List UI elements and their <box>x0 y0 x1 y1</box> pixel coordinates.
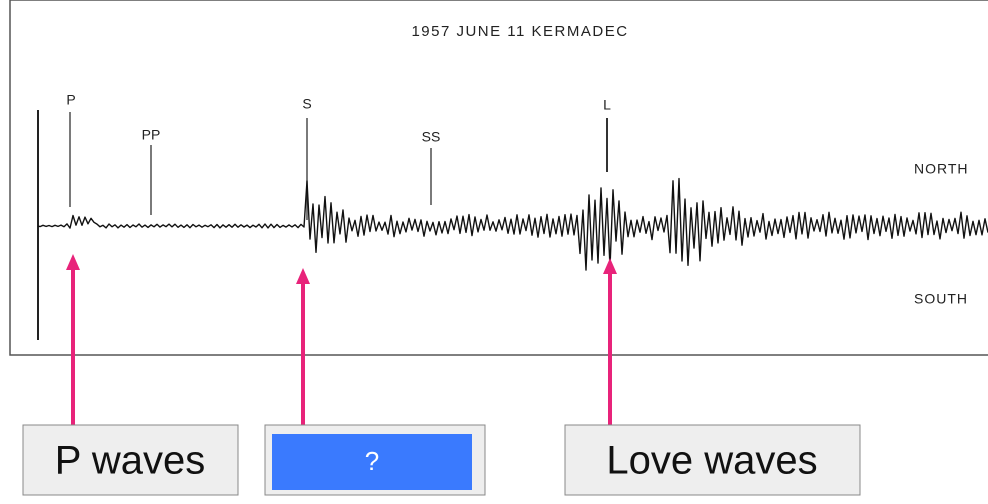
phase-label: P <box>66 92 75 108</box>
phase-label: PP <box>142 127 161 143</box>
seismogram-title: 1957 JUNE 11 KERMADEC <box>411 23 628 40</box>
diagram: 1957 JUNE 11 KERMADEC P PP S SS L NORTH … <box>0 0 988 499</box>
phase-label: SS <box>422 129 441 145</box>
page: 1957 JUNE 11 KERMADEC P PP S SS L NORTH … <box>0 0 988 499</box>
seismogram-frame <box>10 0 988 355</box>
callout-label: Love waves <box>606 439 817 483</box>
callout-label: P waves <box>55 439 205 483</box>
direction-label: SOUTH <box>914 291 968 307</box>
callout-label: ? <box>365 446 379 476</box>
phase-label: S <box>302 96 311 112</box>
direction-label: NORTH <box>914 161 969 177</box>
phase-label: L <box>603 97 611 113</box>
